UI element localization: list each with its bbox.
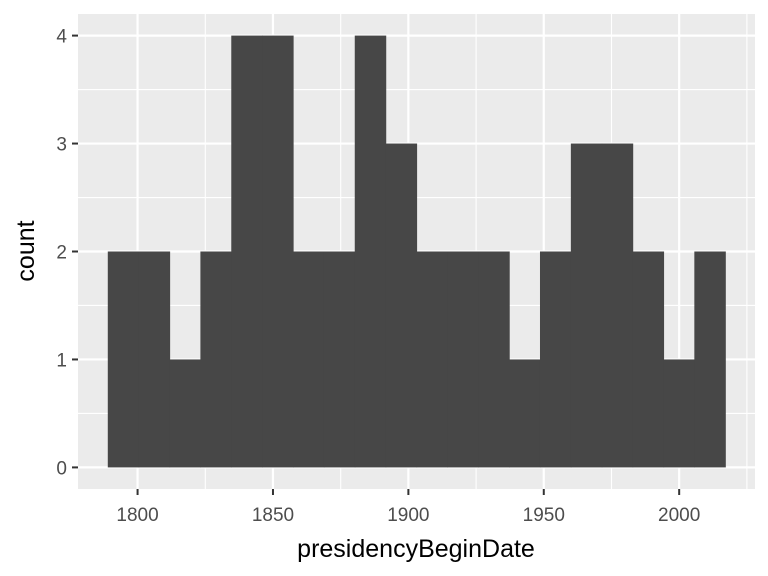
histogram-bar (354, 35, 387, 468)
histogram-bars (107, 35, 726, 468)
histogram-bar (293, 251, 325, 468)
histogram-bar (694, 251, 726, 468)
histogram-bar (632, 251, 665, 468)
histogram-bar (416, 251, 448, 468)
histogram-bar (539, 251, 572, 468)
y-tick-label: 4 (56, 27, 67, 48)
y-tick-label: 1 (56, 350, 67, 371)
x-tick-label: 2000 (658, 505, 700, 526)
histogram-bar (200, 251, 232, 468)
y-axis-title: count (12, 220, 40, 281)
x-axis-ticks: 1800 1850 1900 1950 2000 (116, 489, 700, 526)
y-tick-label: 3 (56, 135, 67, 156)
histogram-bar (663, 359, 695, 468)
histogram-bar (107, 251, 140, 468)
histogram-bar (262, 35, 294, 468)
histogram-bar (478, 251, 510, 468)
y-tick-label: 2 (56, 243, 67, 264)
histogram-bar (138, 251, 171, 468)
histogram-bar (169, 359, 202, 468)
histogram-bar (601, 143, 634, 468)
x-tick-label: 1800 (116, 505, 158, 526)
histogram-bar (231, 35, 263, 468)
x-tick-label: 1950 (523, 505, 565, 526)
y-axis-ticks: 0 1 2 3 4 (56, 27, 78, 479)
x-tick-label: 1900 (387, 505, 429, 526)
x-axis-title: presidencyBeginDate (297, 535, 535, 563)
histogram-bar (447, 251, 479, 468)
x-tick-label: 1850 (252, 505, 294, 526)
histogram-bar (323, 251, 356, 468)
histogram-bar (509, 359, 541, 468)
histogram-bar (570, 143, 603, 468)
histogram-bar (385, 143, 418, 468)
y-tick-label: 0 (56, 458, 67, 479)
